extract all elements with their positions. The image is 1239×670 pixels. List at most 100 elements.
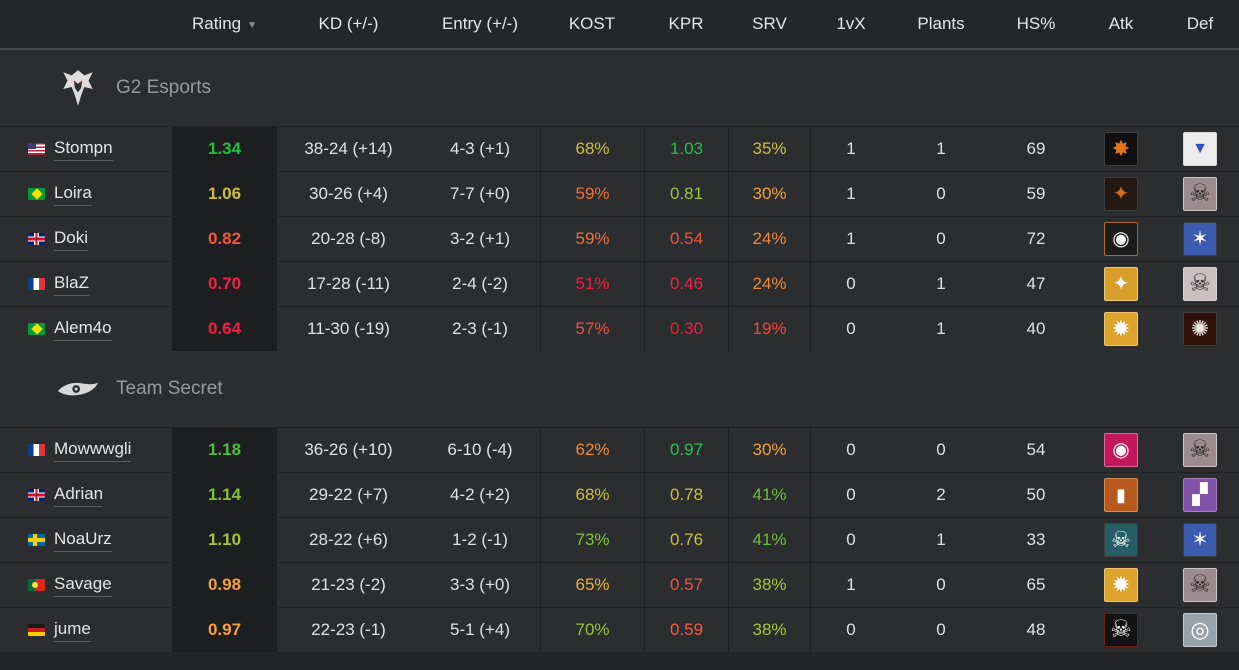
column-header-1vx[interactable]: 1vX	[811, 14, 891, 34]
column-header-kost[interactable]: KOST	[540, 14, 644, 34]
kpr-cell: 0.54	[644, 217, 728, 261]
player-name-link[interactable]: Savage	[54, 574, 112, 597]
1vx-value: 0	[846, 485, 856, 504]
def-cell	[1161, 127, 1239, 171]
team-section: Team Secret Mowwwgli 1.18 36-26 (+10) 6-…	[0, 351, 1239, 652]
rating-value: 0.97	[207, 620, 242, 639]
kpr-cell: 0.59	[644, 608, 728, 652]
plants-value: 0	[936, 440, 946, 459]
player-row: Alem4o 0.64 11-30 (-19) 2-3 (-1) 57% 0.3…	[0, 306, 1239, 351]
column-header-rating[interactable]: Rating ▼	[172, 14, 277, 34]
hs-cell: 54	[991, 428, 1081, 472]
column-header-kd[interactable]: KD (+/-)	[277, 14, 420, 34]
team-rows: Stompn 1.34 38-24 (+14) 4-3 (+1) 68% 1.0…	[0, 126, 1239, 351]
kpr-value: 0.78	[669, 485, 704, 504]
hs-cell: 72	[991, 217, 1081, 261]
player-name-link[interactable]: Mowwwgli	[54, 439, 132, 462]
entry-value: 6-10 (-4)	[447, 440, 513, 459]
1vx-cell: 0	[811, 428, 891, 472]
entry-cell: 7-7 (+0)	[420, 172, 540, 216]
rating-value: 0.70	[207, 274, 242, 293]
1vx-cell: 0	[811, 473, 891, 517]
defender-operator-icon	[1183, 132, 1217, 166]
column-header-kost-label: KOST	[568, 14, 616, 33]
player-name-link[interactable]: Doki	[54, 228, 89, 251]
kd-cell: 21-23 (-2)	[277, 563, 420, 607]
teams-container: G2 Esports Stompn 1.34 38-24 (+14) 4-3 (…	[0, 50, 1239, 652]
kost-cell: 59%	[540, 217, 644, 261]
kd-cell: 22-23 (-1)	[277, 608, 420, 652]
player-name-cell: Loira	[0, 172, 172, 216]
player-name-cell: Alem4o	[0, 307, 172, 351]
plants-value: 0	[936, 184, 946, 203]
player-name-link[interactable]: Adrian	[54, 484, 104, 507]
hs-value: 72	[1026, 229, 1046, 248]
player-name-link[interactable]: jume	[54, 619, 91, 642]
country-flag-icon	[28, 143, 45, 155]
1vx-value: 1	[846, 139, 856, 158]
attacker-operator-icon	[1104, 613, 1138, 647]
def-cell	[1161, 307, 1239, 351]
country-flag-icon	[28, 233, 45, 245]
rating-cell: 0.70	[172, 262, 277, 306]
srv-cell: 38%	[728, 608, 811, 652]
1vx-value: 0	[846, 274, 856, 293]
kd-value: 20-28 (-8)	[311, 229, 386, 248]
rating-cell: 0.82	[172, 217, 277, 261]
kpr-cell: 0.81	[644, 172, 728, 216]
kpr-value: 0.81	[669, 184, 704, 203]
1vx-cell: 1	[811, 172, 891, 216]
srv-value: 24%	[752, 229, 787, 248]
column-header-hs[interactable]: HS%	[991, 14, 1081, 34]
entry-value: 1-2 (-1)	[452, 530, 508, 549]
player-row: jume 0.97 22-23 (-1) 5-1 (+4) 70% 0.59 3…	[0, 607, 1239, 652]
hs-value: 48	[1026, 620, 1046, 639]
team-name[interactable]: Team Secret	[116, 378, 223, 399]
srv-value: 38%	[752, 620, 787, 639]
player-row: Mowwwgli 1.18 36-26 (+10) 6-10 (-4) 62% …	[0, 427, 1239, 472]
player-name-link[interactable]: NoaUrz	[54, 529, 112, 552]
player-row: Doki 0.82 20-28 (-8) 3-2 (+1) 59% 0.54 2…	[0, 216, 1239, 261]
player-name-cell: NoaUrz	[0, 518, 172, 562]
g2-samurai-logo	[63, 70, 93, 106]
kost-value: 73%	[575, 530, 610, 549]
srv-value: 19%	[752, 319, 787, 338]
rating-cell: 0.98	[172, 563, 277, 607]
player-name-link[interactable]: BlaZ	[54, 273, 89, 296]
srv-cell: 24%	[728, 217, 811, 261]
player-name-cell: jume	[0, 608, 172, 652]
kost-value: 59%	[575, 184, 610, 203]
defender-operator-icon	[1183, 523, 1217, 557]
rating-cell: 1.34	[172, 127, 277, 171]
player-name-cell: BlaZ	[0, 262, 172, 306]
player-name-link[interactable]: Alem4o	[54, 318, 112, 341]
column-header-plants[interactable]: Plants	[891, 14, 991, 34]
player-name-link[interactable]: Loira	[54, 183, 92, 206]
1vx-cell: 0	[811, 518, 891, 562]
def-cell	[1161, 563, 1239, 607]
kpr-cell: 0.46	[644, 262, 728, 306]
attacker-operator-icon	[1104, 523, 1138, 557]
plants-cell: 0	[891, 217, 991, 261]
kd-value: 11-30 (-19)	[307, 319, 390, 338]
kpr-cell: 0.57	[644, 563, 728, 607]
1vx-value: 0	[846, 440, 856, 459]
column-header-atk[interactable]: Atk	[1081, 14, 1161, 34]
team-name[interactable]: G2 Esports	[116, 77, 212, 98]
column-header-kpr-label: KPR	[668, 14, 704, 33]
player-name-link[interactable]: Stompn	[54, 138, 113, 161]
rating-cell: 1.06	[172, 172, 277, 216]
atk-cell	[1081, 262, 1161, 306]
defender-operator-icon	[1183, 267, 1217, 301]
column-header-def[interactable]: Def	[1161, 14, 1239, 34]
defender-operator-icon	[1183, 568, 1217, 602]
column-header-entry[interactable]: Entry (+/-)	[420, 14, 540, 34]
kost-value: 68%	[575, 139, 610, 158]
srv-value: 24%	[752, 274, 787, 293]
entry-value: 2-3 (-1)	[452, 319, 508, 338]
column-header-srv[interactable]: SRV	[728, 14, 811, 34]
rating-value: 1.34	[207, 139, 242, 158]
country-flag-icon	[28, 579, 45, 591]
column-header-kpr[interactable]: KPR	[644, 14, 728, 34]
